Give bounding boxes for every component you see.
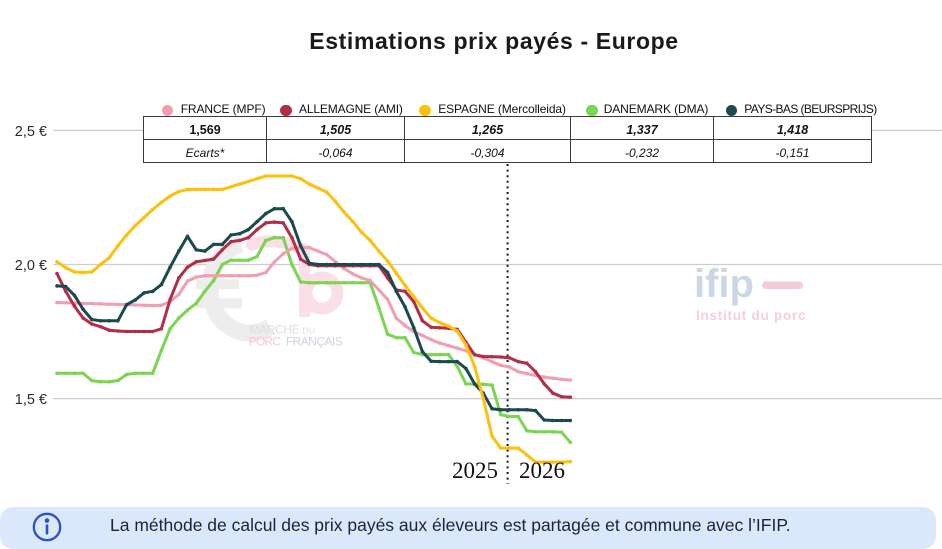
svg-text:Institut du porc: Institut du porc: [696, 308, 806, 323]
svg-text:ifip: ifip: [694, 262, 754, 306]
svg-text:FRANÇAIS: FRANÇAIS: [286, 335, 343, 349]
svg-text:PORC: PORC: [249, 335, 282, 349]
